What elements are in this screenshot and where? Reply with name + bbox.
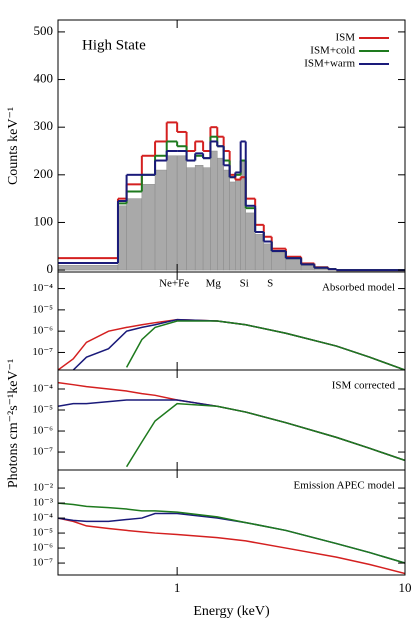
y-tick-label: 300 [34,118,54,133]
y-axis-label: Counts keV⁻¹ [6,107,21,185]
histogram-bar [186,167,196,271]
model-line [58,381,405,462]
y-tick-label: 10⁻⁵ [32,303,53,315]
line-label: Mg [206,278,222,290]
legend-label: ISM+warm [304,58,355,70]
y-tick-label: 500 [34,23,54,38]
histogram-bar [223,169,230,271]
y-tick-label: 10⁻⁴ [32,282,53,294]
panel-annotation: ISM corrected [332,380,396,392]
panel-annotation: Absorbed model [322,282,395,294]
y-tick-label: 10⁻³ [33,497,54,509]
y-tick-label: 10⁻⁷ [32,446,53,458]
y-tick-label: 10⁻⁷ [32,557,53,569]
legend-label: ISM+cold [310,45,355,57]
panel-frame [57,469,406,576]
histogram-bar [229,181,236,271]
x-tick-label: 1 [174,580,181,595]
model-line [125,402,405,468]
histogram-bar [271,251,287,271]
legend-label: ISM [335,32,355,44]
y-tick-label: 200 [34,166,54,181]
histogram-bar [166,155,178,271]
y-tick-label: 10⁻⁴ [32,383,53,395]
x-tick-label: 10 [399,580,412,595]
model-line [58,517,405,575]
line-label: Si [240,278,249,290]
histogram-bar [235,179,241,271]
panel-annotation: High State [82,37,146,53]
panel-annotation: Emission APEC model [294,480,395,492]
model-line [72,318,405,370]
y-tick-label: 10⁻⁶ [32,542,53,554]
y-tick-label: 10⁻⁷ [32,346,53,358]
y-tick-label: 10⁻⁶ [32,425,53,437]
histogram-bar [58,265,119,271]
model-line [58,512,405,564]
y-tick-label: 100 [34,213,54,228]
y-tick-label: 10⁻⁵ [32,404,53,416]
plot-area [58,318,405,370]
histogram-bar [141,184,156,271]
histogram-bar [176,155,187,271]
plot-area [58,502,405,575]
line-label: S [267,278,273,290]
y-tick-label: 10⁻⁴ [32,512,53,524]
histogram-bar [300,264,315,271]
histogram-bar [254,234,265,271]
histogram-bar [194,165,204,271]
histogram-bar [263,243,272,271]
plot-area [58,381,405,468]
histogram-bar [154,169,167,271]
histogram-bar [202,167,211,271]
model-line [125,320,405,370]
line-label: Ne+Fe [159,278,189,290]
y-tick-label: 10⁻⁵ [32,527,53,539]
histogram-bar [210,150,218,271]
histogram-bar [245,212,256,271]
histogram-bar [217,157,224,271]
y-tick-label: 10⁻⁶ [32,325,53,337]
y-axis-label: Photons cm⁻²s⁻¹keV⁻¹ [6,359,21,488]
x-axis-label: Energy (keV) [193,604,270,619]
model-line [58,318,405,370]
y-tick-label: 10⁻² [33,482,54,494]
histogram-bar [126,198,143,271]
model-line [58,502,405,564]
plot-area [58,121,405,272]
y-tick-label: 0 [47,261,54,276]
y-tick-label: 400 [34,71,54,86]
histogram-bar [117,205,127,271]
histogram-bar [285,258,302,271]
